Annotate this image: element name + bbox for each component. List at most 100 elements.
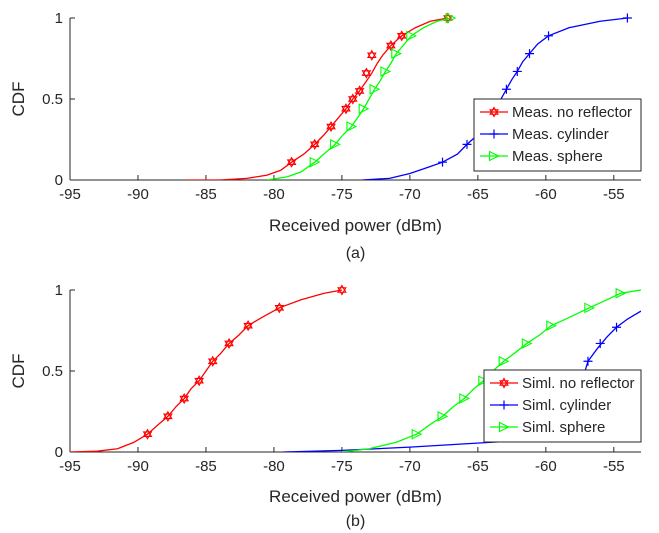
hexagram-triangle-down [499, 380, 509, 389]
x-tick-label: -70 [399, 186, 421, 203]
x-tick-label: -95 [59, 458, 81, 475]
hexagram-triangle-up [142, 428, 153, 437]
hexagram-triangle-down [274, 305, 285, 314]
y-axis-label: CDF [9, 82, 28, 117]
data-point-marker [224, 337, 234, 350]
series-line [267, 17, 451, 180]
hexagram-triangle-down [341, 105, 351, 115]
data-point-marker [406, 30, 417, 42]
y-axis-label: CDF [9, 354, 28, 389]
data-point-marker [615, 287, 627, 299]
legend-item: Siml. no reflector [490, 375, 635, 392]
hexagram-triangle-down [309, 141, 320, 150]
data-point-marker [521, 338, 533, 349]
hexagram-triangle-down [337, 287, 347, 296]
hexagram-triangle-up [286, 156, 297, 165]
series-siml-no-reflector [70, 284, 347, 452]
hexagram-triangle-down [286, 159, 297, 168]
x-tick-label: -85 [195, 458, 217, 475]
data-point-marker [583, 356, 593, 366]
hexagram-triangle-up [499, 377, 509, 386]
legend-label: Siml. sphere [522, 419, 605, 436]
series-line [70, 289, 343, 452]
panel-caption: (b) [346, 513, 366, 530]
hexagram-triangle-down [163, 413, 173, 422]
data-point-marker [622, 13, 632, 23]
hexagram-triangle-up [396, 30, 407, 39]
hexagram-triangle-up [337, 284, 347, 293]
series-meas-sphere [267, 12, 457, 180]
legend-box [473, 98, 642, 172]
data-point-marker [309, 156, 321, 168]
hexagram-triangle-down [361, 70, 372, 79]
hexagram-triangle-up [326, 120, 336, 130]
hexagram-triangle-down [354, 88, 365, 97]
hexagram-triangle-down [224, 340, 234, 350]
hexagram-triangle-down [366, 52, 377, 61]
hexagram-triangle-up [207, 355, 218, 365]
legend-item: Siml. sphere [490, 419, 605, 436]
data-point-marker [286, 156, 297, 168]
chart-panel-a: -95 -90 -85 -80 -75 -70 -65 -60 -55 0 0.5 1 Received… [9, 10, 642, 262]
data-point-marker [163, 410, 173, 422]
data-point-marker [194, 375, 205, 387]
hexagram-triangle-down [347, 96, 358, 105]
legend-marker [499, 377, 509, 389]
x-tick-label: -90 [127, 458, 149, 475]
legend-label: Meas. no reflector [512, 104, 632, 121]
y-tick-label: 0 [55, 172, 63, 189]
data-point-marker [411, 428, 423, 440]
data-point-marker [391, 48, 403, 60]
legend-box [483, 369, 642, 443]
hexagram-triangle-up [309, 138, 320, 148]
data-point-marker [385, 39, 396, 52]
x-tick-label: -55 [603, 458, 625, 475]
hexagram-triangle-down [194, 377, 205, 387]
legend-item: Meas. no reflector [480, 104, 632, 121]
data-point-marker [595, 338, 605, 348]
hexagram-triangle-up [179, 392, 190, 402]
legend-label: Meas. sphere [512, 148, 603, 165]
legend: Meas. no reflector Meas. cylinder Meas. sp… [473, 98, 642, 172]
legend: Siml. no reflector Siml. cylinder Siml. sp… [483, 369, 642, 443]
data-point-marker [354, 85, 365, 97]
x-tick-label: -75 [331, 458, 353, 475]
legend-label: Meas. cylinder [512, 126, 609, 143]
data-point-marker [512, 66, 522, 76]
hexagram-triangle-up [361, 67, 372, 76]
legend-label: Siml. no reflector [522, 375, 635, 392]
data-point-marker [396, 30, 407, 42]
hexagram-triangle-up [194, 375, 205, 384]
x-axis-label: Received power (dBm) [269, 487, 442, 506]
y-tick-label: 1 [55, 282, 63, 299]
x-tick-label: -70 [399, 458, 421, 475]
x-tick-label: -90 [127, 186, 149, 203]
data-point-marker [358, 103, 370, 115]
panel-caption: (a) [346, 245, 366, 262]
legend-marker [499, 400, 509, 410]
hexagram-triangle-down [385, 42, 396, 52]
x-tick-label: -80 [263, 458, 285, 475]
hexagram-triangle-up [347, 93, 358, 102]
hexagram-triangle-down [179, 395, 190, 405]
x-tick-label: -65 [467, 186, 489, 203]
data-point-marker [179, 392, 190, 405]
hexagram-triangle-down [207, 358, 218, 367]
legend-item: Siml. cylinder [490, 397, 611, 414]
legend-item: Meas. sphere [480, 148, 603, 165]
hexagram-triangle-down [489, 109, 499, 118]
legend-marker [489, 106, 499, 118]
x-tick-label: -95 [59, 186, 81, 203]
data-point-marker [347, 93, 358, 105]
data-point-marker [612, 322, 622, 332]
hexagram-triangle-up [243, 320, 253, 329]
data-point-marker [445, 12, 457, 24]
hexagram-triangle-down [326, 123, 336, 133]
data-point-marker [437, 410, 449, 422]
x-tick-label: -65 [467, 458, 489, 475]
hexagram-triangle-up [489, 106, 499, 115]
hexagram-triangle-up [224, 337, 234, 347]
chart-panel-b: -95 -90 -85 -80 -75 -70 -65 -60 -55 0 0.5 1 Received… [9, 282, 642, 530]
data-point-marker [498, 355, 510, 367]
y-tick-label: 0.5 [42, 91, 63, 108]
